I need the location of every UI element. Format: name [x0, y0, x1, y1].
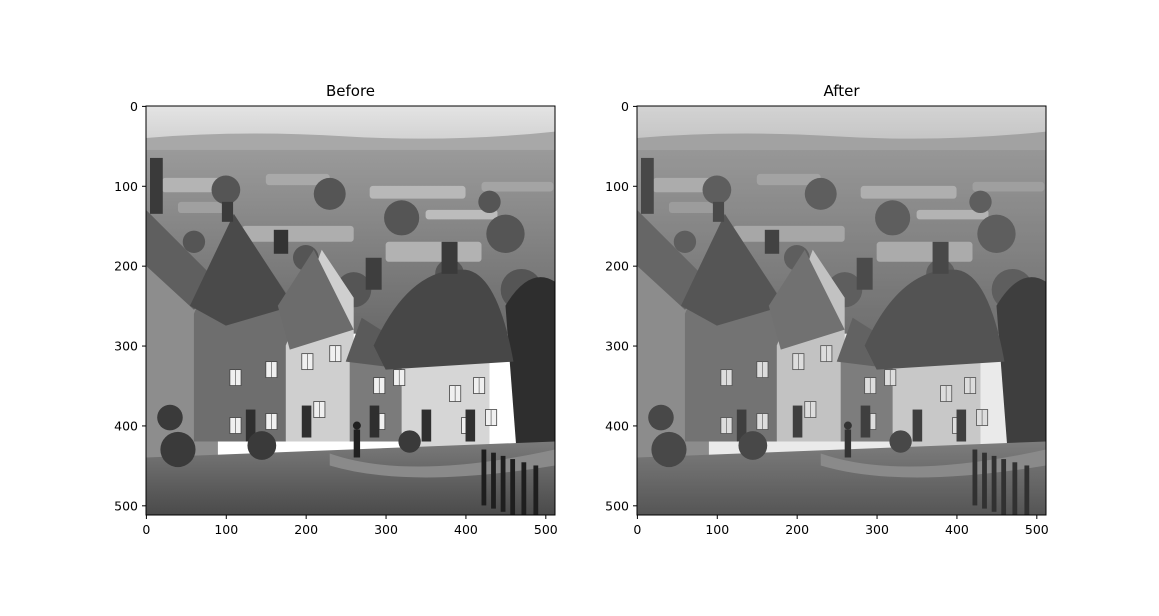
x-tick-label: 100	[214, 522, 238, 537]
x-tick-label: 0	[633, 522, 641, 537]
subplot-before: Before 0 100 200 300 400 500 0 100 200 300 400 500	[114, 82, 558, 537]
x-tick-label: 500	[1025, 522, 1049, 537]
y-tick-label: 100	[114, 179, 138, 194]
y-tick-label: 400	[114, 418, 138, 433]
axes-frame	[145, 105, 556, 516]
x-tick-label: 200	[294, 522, 318, 537]
x-tick-label: 400	[454, 522, 478, 537]
x-tick-label: 200	[785, 522, 809, 537]
y-tick-label: 500	[114, 498, 138, 513]
y-tick-label: 0	[130, 99, 138, 114]
y-tick-label: 500	[605, 498, 629, 513]
x-tick-label: 300	[374, 522, 398, 537]
x-tick-label: 300	[865, 522, 889, 537]
y-tick-label: 300	[114, 339, 138, 354]
y-tick-label: 300	[605, 339, 629, 354]
subplot-title: After	[823, 82, 860, 100]
subplot-after: After 0 100 200 300 400 500 0 100 200 300 400 500	[605, 82, 1049, 537]
y-tick-label: 200	[605, 259, 629, 274]
x-tick-label: 500	[534, 522, 558, 537]
y-tick-label: 0	[621, 99, 629, 114]
y-tick-label: 100	[605, 179, 629, 194]
x-tick-label: 100	[705, 522, 729, 537]
y-tick-label: 200	[114, 259, 138, 274]
x-tick-label: 0	[142, 522, 150, 537]
axes-frame	[636, 105, 1047, 516]
y-tick-label: 400	[605, 418, 629, 433]
x-tick-label: 400	[945, 522, 969, 537]
subplot-title: Before	[326, 82, 375, 100]
image-after	[637, 106, 1046, 515]
image-before	[146, 106, 555, 515]
